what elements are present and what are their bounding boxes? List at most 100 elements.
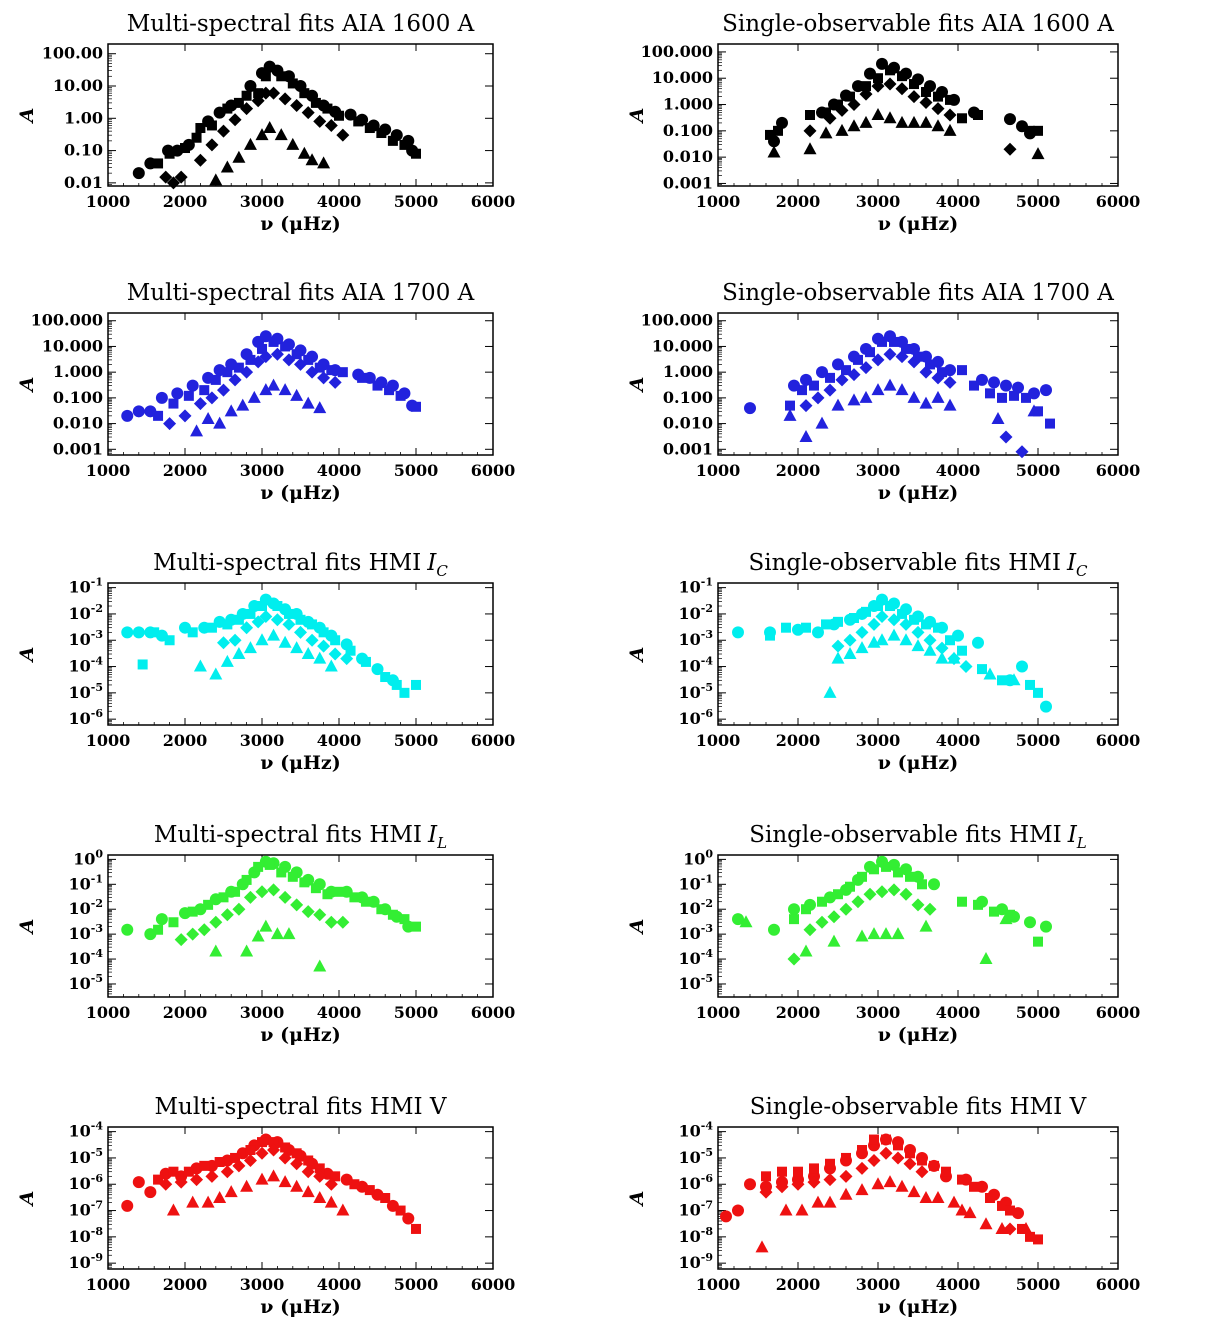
data-point-diamond: [999, 430, 1013, 444]
data-point-triangle: [839, 1187, 853, 1200]
data-point-diamond: [159, 170, 173, 184]
data-point-triangle: [883, 1175, 897, 1188]
chart-title-symbol: I: [426, 550, 437, 576]
y-tick-exponent: -3: [91, 628, 103, 641]
x-tick-label: 4000: [936, 192, 981, 211]
data-point-diamond: [228, 113, 242, 127]
plot-frame: [717, 582, 1119, 726]
data-point-square: [399, 139, 410, 150]
data-point-square: [199, 1160, 210, 1171]
data-point-square: [230, 1152, 241, 1163]
y-tick-label: 10-5: [679, 681, 714, 702]
y-tick-label: 10-5: [69, 1146, 104, 1167]
chart-title-symbol: I: [1067, 822, 1078, 848]
data-point-square: [917, 1155, 927, 1166]
y-tick-base: 10: [69, 1122, 91, 1141]
x-axis-label: ν (μHz): [260, 482, 340, 504]
y-axis-label: A: [626, 377, 648, 394]
y-tick-label: 10-3: [679, 922, 714, 943]
data-point-diamond: [324, 1177, 338, 1191]
data-point-circle: [1040, 920, 1052, 933]
data-point-square: [233, 614, 244, 625]
data-point-square: [789, 914, 799, 925]
data-point-square: [384, 385, 395, 396]
x-axis-label: ν (μHz): [878, 752, 958, 774]
x-tick-label: 3000: [856, 461, 901, 480]
data-point-square: [821, 107, 831, 118]
data-point-diamond: [267, 883, 281, 897]
data-point-triangle: [879, 927, 893, 940]
data-point-circle: [155, 391, 168, 404]
x-axis-label: ν (μHz): [260, 1024, 340, 1046]
y-tick-label: 10-1: [679, 576, 714, 597]
y-tick-label: 10-2: [679, 602, 714, 623]
chart-title-subscript: C: [436, 562, 448, 580]
y-tick-base: 10: [69, 974, 91, 993]
data-point-square: [905, 1148, 915, 1159]
x-tick-label: 5000: [394, 461, 439, 480]
x-axis-label: ν (μHz): [260, 1296, 340, 1318]
chart-title-subscript: C: [1076, 562, 1088, 580]
y-tick-exponent: -7: [701, 1199, 713, 1212]
y-tick-label: 10-3: [69, 922, 104, 943]
data-point-square: [1045, 418, 1055, 429]
plot-frame: [107, 43, 494, 187]
y-tick-label: 1.000: [663, 362, 713, 381]
data-point-square: [997, 1200, 1007, 1211]
data-point-diamond: [787, 952, 801, 966]
data-point-triangle: [278, 383, 292, 396]
data-point-triangle: [186, 1195, 200, 1208]
data-point-diamond: [855, 625, 869, 639]
data-point-square: [957, 1174, 967, 1185]
data-point-square: [1025, 679, 1035, 690]
data-point-square: [877, 336, 887, 347]
data-point-diamond: [899, 617, 913, 631]
data-point-diamond: [811, 391, 825, 405]
data-point-circle: [132, 1176, 145, 1189]
data-point-square: [376, 128, 387, 139]
data-point-square: [353, 116, 364, 127]
data-point-triangle: [190, 424, 204, 437]
y-tick-label: 10-4: [69, 655, 104, 676]
data-point-square: [411, 921, 421, 932]
data-point-square: [893, 867, 903, 878]
y-axis-label: A: [626, 1191, 648, 1208]
data-point-triangle: [278, 1175, 292, 1188]
data-point-circle: [732, 913, 744, 926]
chart-title: Single-observable fits AIA 1600 A: [722, 11, 1114, 37]
data-point-triangle: [891, 927, 905, 940]
data-point-triangle: [947, 1195, 961, 1208]
data-point-diamond: [205, 1169, 219, 1183]
data-point-diamond: [931, 371, 945, 385]
data-point-square: [869, 1134, 879, 1145]
plot-frame: [717, 1126, 1119, 1270]
data-point-square: [861, 606, 871, 617]
y-tick-label: 0.10: [64, 141, 103, 160]
data-point-diamond: [911, 625, 925, 639]
y-axis-label: A: [16, 919, 38, 936]
data-point-diamond: [879, 1146, 893, 1160]
x-tick-label: 2000: [776, 1275, 821, 1294]
data-point-square: [268, 336, 279, 347]
data-point-diamond: [835, 373, 849, 387]
y-tick-label: 10-1: [679, 872, 714, 893]
data-point-diamond: [178, 409, 192, 423]
data-point-square: [411, 1223, 421, 1234]
data-point-triangle: [313, 959, 327, 972]
y-tick-base: 10: [679, 949, 701, 968]
data-point-circle: [928, 878, 940, 891]
data-point-diamond: [827, 910, 841, 924]
data-point-square: [272, 601, 283, 612]
data-point-circle: [1012, 381, 1024, 394]
data-point-circle: [1000, 379, 1012, 392]
data-point-triangle: [209, 173, 223, 186]
data-point-triangle: [991, 412, 1005, 425]
data-point-circle: [788, 903, 800, 916]
x-tick-label: 5000: [1016, 1003, 1061, 1022]
data-point-square: [785, 400, 795, 411]
data-point-square: [391, 679, 402, 690]
data-point-triangle: [895, 383, 909, 396]
y-tick-base: 10: [679, 657, 701, 676]
data-point-circle: [121, 923, 134, 936]
data-point-diamond: [328, 375, 342, 389]
